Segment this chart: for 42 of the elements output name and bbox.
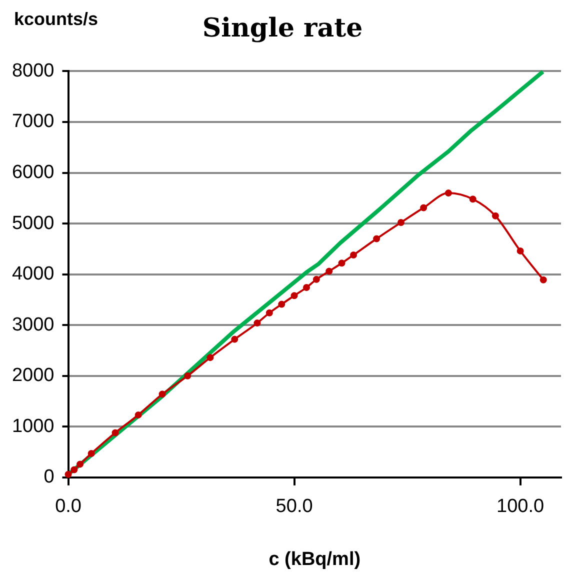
point — [206, 354, 214, 362]
point — [88, 450, 95, 458]
point — [312, 276, 320, 283]
point — [158, 390, 166, 398]
y-tick-label: 5000 — [12, 212, 54, 234]
point — [76, 460, 84, 468]
point — [184, 372, 192, 380]
point — [64, 470, 72, 478]
y-tick-label: 1000 — [12, 416, 54, 437]
point — [350, 252, 358, 259]
point — [302, 284, 310, 291]
point — [492, 212, 499, 220]
x-tick-label: 50.0 — [276, 496, 313, 518]
y-tick-label: 2000 — [12, 365, 54, 386]
point — [278, 300, 286, 308]
y-axis-title: kcounts/s — [14, 8, 98, 29]
chart-title: Single rate — [202, 13, 363, 44]
point — [338, 260, 346, 267]
y-tick-label: 3000 — [12, 314, 54, 336]
point — [540, 276, 547, 284]
y-tick-label: 7000 — [12, 111, 54, 132]
point — [373, 235, 380, 242]
point — [326, 268, 333, 275]
point — [231, 336, 238, 343]
point — [266, 309, 273, 316]
point — [112, 429, 119, 436]
point — [469, 196, 476, 203]
point — [444, 190, 452, 197]
y-tick-label: 8000 — [12, 60, 54, 82]
x-tick-label: 0.0 — [55, 496, 82, 518]
y-tick-label: 6000 — [12, 162, 54, 183]
point — [516, 247, 524, 254]
point — [70, 466, 78, 474]
y-tick-label: 4000 — [12, 264, 54, 285]
y-tick-label: 0 — [44, 466, 54, 488]
point — [420, 204, 428, 212]
point — [397, 219, 404, 226]
point — [290, 292, 298, 300]
point — [134, 411, 142, 418]
point — [254, 320, 261, 327]
x-axis-title: c (kBq/ml) — [268, 548, 361, 570]
x-tick-label: 100.0 — [496, 496, 544, 518]
